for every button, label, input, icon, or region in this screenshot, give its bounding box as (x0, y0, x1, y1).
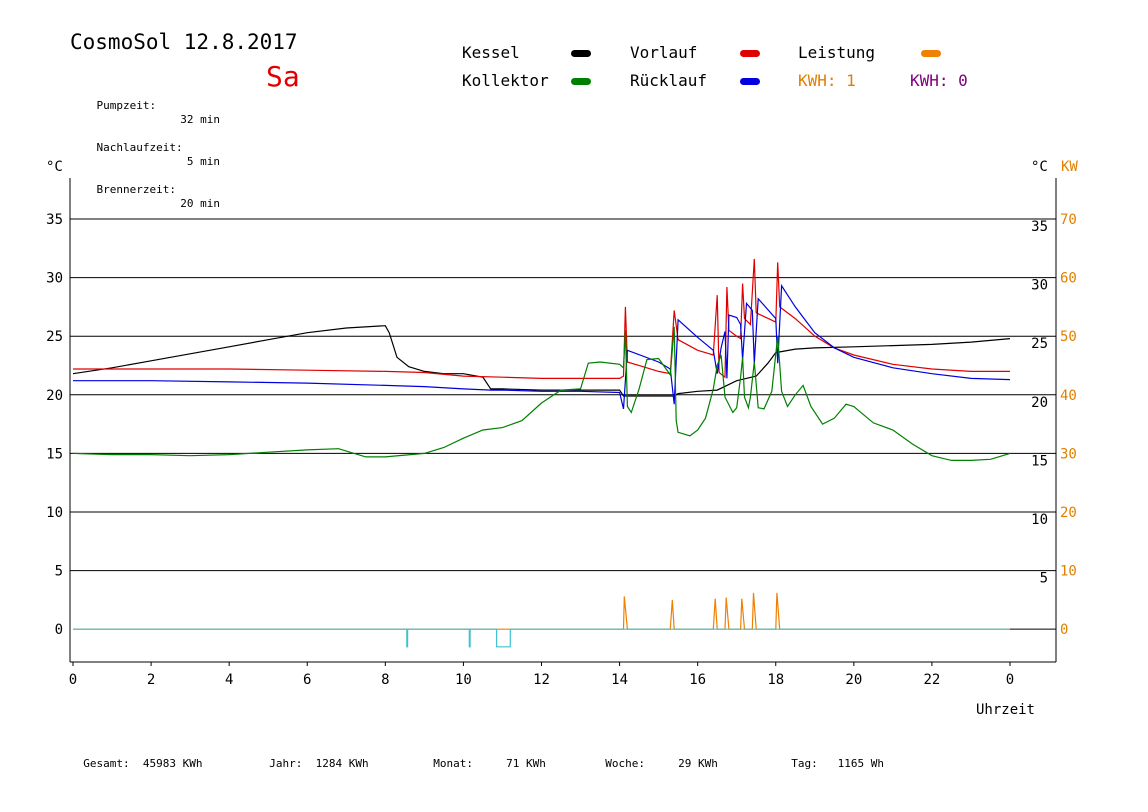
y-tick-label-left: 30 (46, 271, 63, 287)
info-row: Nachlaufzeit: 5 min (70, 127, 221, 168)
y-tick-label-right: 15 (1031, 453, 1048, 469)
footer-value: 45983 KWh (142, 757, 203, 770)
y-tick-label-right: 20 (1031, 395, 1048, 411)
y-tick-label-kw: 40 (1060, 388, 1077, 404)
y-tick-label-kw: 60 (1060, 271, 1077, 287)
y-tick-label-left: 35 (46, 212, 63, 228)
y-tick-label-right: 25 (1031, 336, 1048, 352)
legend-item-kessel: Kessel (462, 43, 520, 62)
y-tick-label-left: 5 (55, 564, 63, 580)
weekday-label: Sa (266, 60, 300, 93)
footer-value: 1165 Wh (837, 757, 884, 770)
footer-label: Monat: (433, 757, 473, 770)
y-tick-label-left: 10 (46, 505, 63, 521)
series-line-pumpe (73, 628, 1010, 648)
y-unit-kw: KW (1061, 159, 1078, 175)
legend-swatch-leistung (921, 50, 941, 57)
y-tick-label-left: 25 (46, 329, 63, 345)
footer-label: Gesamt: (83, 757, 130, 770)
y-unit-right: °C (1031, 159, 1048, 175)
x-tick-label: 22 (923, 672, 940, 688)
kwh-label-1: KWH: 1 (798, 71, 856, 90)
x-tick-label: 8 (381, 672, 389, 688)
x-tick-label: 0 (69, 672, 77, 688)
y-unit-left: °C (46, 159, 63, 175)
y-tick-label-kw: 10 (1060, 564, 1077, 580)
x-tick-label: 4 (225, 672, 233, 688)
legend-swatch-vorlauf (740, 50, 760, 57)
footer-month: Monat: 71 KWh (420, 744, 546, 770)
kwh-label-0: KWH: 0 (910, 71, 968, 90)
y-tick-label-kw: 50 (1060, 329, 1077, 345)
footer-week: Woche: 29 KWh (592, 744, 718, 770)
x-tick-label: 10 (455, 672, 472, 688)
legend-swatch-kollektor (571, 78, 591, 85)
footer-label: Jahr: (269, 757, 303, 770)
x-tick-label: 18 (767, 672, 784, 688)
x-tick-label: 20 (845, 672, 862, 688)
series-line-kessel (72, 325, 1011, 397)
y-tick-label-left: 20 (46, 388, 63, 404)
info-label: Nachlaufzeit: (96, 141, 183, 154)
info-row: Pumpzeit: 32 min (70, 85, 221, 126)
y-tick-label-kw: 0 (1060, 622, 1068, 638)
info-label: Brennerzeit: (96, 183, 176, 196)
footer-label: Woche: (605, 757, 645, 770)
legend-item-kollektor: Kollektor (462, 71, 549, 90)
info-block: Pumpzeit: 32 min Nachlaufzeit: 5 min Bre… (70, 57, 221, 210)
footer-day: Tag: 1165 Wh (778, 744, 884, 770)
info-row: Brennerzeit: 20 min (70, 169, 221, 210)
legend-swatch-ruecklauf (740, 78, 760, 85)
info-value: 32 min (180, 113, 220, 126)
x-tick-label: 16 (689, 672, 706, 688)
page-title: CosmoSol 12.8.2017 (70, 30, 298, 54)
y-tick-label-kw: 30 (1060, 446, 1077, 462)
y-tick-label-right: 5 (1040, 571, 1048, 587)
x-tick-label: 2 (147, 672, 155, 688)
series-line-kollektor (72, 326, 1011, 461)
info-value: 20 min (180, 197, 220, 210)
y-tick-label-kw: 20 (1060, 505, 1077, 521)
x-axis-label: Uhrzeit (976, 702, 1035, 718)
x-tick-label: 14 (611, 672, 628, 688)
footer-year: Jahr: 1284 KWh (256, 744, 369, 770)
legend-item-leistung: Leistung (798, 43, 876, 62)
y-tick-label-left: 15 (46, 446, 63, 462)
legend-swatch-kessel (571, 50, 591, 57)
x-tick-label: 0 (1006, 672, 1014, 688)
series-line-vorlauf (73, 258, 1010, 379)
footer-value: 71 KWh (506, 757, 546, 770)
info-value: 5 min (186, 155, 220, 168)
series-line-leistung (73, 592, 1010, 630)
y-tick-label-right: 30 (1031, 278, 1048, 294)
y-tick-label-right: 10 (1031, 512, 1048, 528)
series-line-rücklauf (73, 283, 1011, 410)
info-label: Pumpzeit: (96, 99, 157, 112)
y-tick-label-right: 35 (1031, 219, 1048, 235)
legend-item-vorlauf: Vorlauf (630, 43, 698, 62)
footer-value: 1284 KWh (315, 757, 369, 770)
footer-value: 29 KWh (678, 757, 718, 770)
y-tick-label-left: 0 (55, 622, 63, 638)
legend-item-ruecklauf: Rücklauf (630, 71, 708, 90)
footer-label: Tag: (791, 757, 818, 770)
x-tick-label: 12 (533, 672, 550, 688)
footer-total: Gesamt: 45983 KWh (70, 744, 202, 770)
x-tick-label: 6 (303, 672, 311, 688)
temperature-chart: 0510152025303551015202530350102030405060… (46, 159, 1078, 718)
y-tick-label-kw: 70 (1060, 212, 1077, 228)
